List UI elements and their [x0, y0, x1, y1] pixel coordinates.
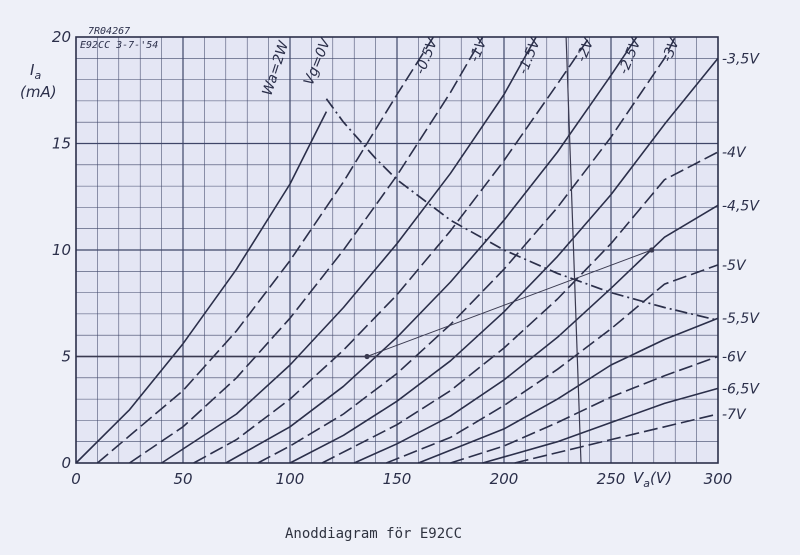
plot-frame: [75, 36, 719, 464]
series-label-9: -4,5V: [722, 198, 760, 214]
series-line-8: [321, 151, 719, 464]
vertical-ref-line-0: [565, 36, 582, 464]
series-label-8: -4V: [722, 145, 747, 161]
curve-set: [75, 36, 719, 464]
x-tick-label: 300: [704, 470, 733, 488]
series-label-13: -6,5V: [722, 381, 760, 397]
y-tick-label: 15: [52, 135, 71, 153]
load-line-0: [366, 249, 652, 357]
series-label-14: -7V: [722, 407, 747, 423]
y-tick-label: 20: [52, 28, 71, 46]
pa-max-curve: [325, 98, 719, 322]
x-tick-label: 200: [490, 470, 519, 488]
load-point-1: [649, 247, 655, 253]
x-tick-label: 50: [173, 470, 192, 488]
series-line-2: [129, 36, 484, 464]
x-tick-label: 100: [276, 470, 305, 488]
x-tick-label: 250: [597, 470, 626, 488]
series-line-11: [418, 317, 719, 464]
plot-grid: [76, 37, 718, 463]
y-axis-title-symbol: Ia: [30, 61, 41, 82]
series-line-5: [225, 36, 638, 464]
x-tick-label: 150: [383, 470, 412, 488]
y-tick-label: 5: [61, 348, 71, 366]
y-axis-title-unit: (mA): [20, 83, 57, 101]
series-line-12: [450, 355, 719, 464]
figure-caption: Anoddiagram för E92CC: [285, 526, 462, 542]
header-ref: 7R04267: [88, 26, 130, 37]
series-label-12: -6V: [722, 350, 747, 366]
series-line-7: [289, 57, 719, 464]
header-tube-date: E92CC 3-7-'54: [80, 40, 158, 51]
series-line-14: [514, 413, 719, 464]
series-line-6: [257, 36, 676, 464]
x-axis-title: Va(V): [633, 469, 672, 490]
y-tick-label: 10: [52, 241, 71, 259]
series-line-3: [161, 36, 537, 464]
series-line-1: [96, 36, 435, 464]
series-label-7: -3,5V: [722, 51, 760, 67]
x-tick-label: 0: [71, 470, 81, 488]
series-line-0: [75, 111, 328, 464]
y-tick-label: 0: [61, 454, 71, 472]
series-line-4: [193, 36, 591, 464]
y-axis-title: Ia (mA): [20, 61, 57, 101]
series-label-10: -5V: [722, 258, 747, 274]
series-label-11: -5,5V: [722, 311, 760, 327]
series-line-13: [482, 387, 719, 464]
series-line-9: [353, 204, 719, 464]
series-line-10: [386, 264, 719, 464]
load-point-0: [364, 353, 370, 360]
